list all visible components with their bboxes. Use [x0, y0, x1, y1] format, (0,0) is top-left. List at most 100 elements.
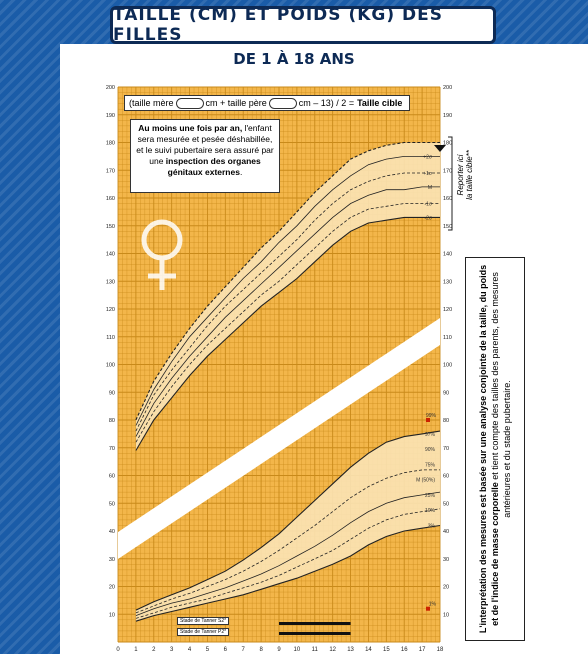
y-left-tick-label: 30 [109, 557, 115, 563]
y-left-tick-label: 120 [106, 307, 115, 313]
x-tick-label: 15 [383, 647, 390, 653]
y-left-tick-label: 70 [109, 446, 115, 452]
weight-percentile-label: 75% [425, 462, 436, 468]
marker-label: 99% [426, 413, 437, 419]
weight-percentile-label: M (50%) [416, 478, 435, 484]
left-blue-band [0, 0, 60, 654]
x-tick-label: 4 [188, 647, 192, 653]
y-left-tick-label: 190 [106, 113, 115, 119]
height-curve [135, 141, 440, 421]
y-left-tick-label: 50 [109, 501, 115, 507]
measurement-info-box: Au moins une fois par an, l'enfant sera … [130, 119, 280, 193]
y-right-tick-label: 110 [443, 335, 452, 341]
x-tick-label: 14 [365, 647, 372, 653]
height-curve [135, 155, 440, 426]
weight-curve [135, 430, 441, 611]
target-height-note: Reporter ici la taille cible** [445, 135, 485, 215]
y-left-tick-label: 130 [106, 279, 115, 285]
y-right-tick-label: 10 [443, 612, 449, 618]
y-right-tick-label: 20 [443, 585, 449, 591]
x-tick-label: 2 [152, 647, 156, 653]
height-sigma-label: +2σ [423, 154, 433, 160]
side-note-line-2: la taille cible** [465, 150, 474, 200]
separator-band [118, 318, 440, 559]
height-band [135, 142, 440, 451]
father-height-field[interactable] [268, 97, 297, 109]
height-sigma-label: +1σ [423, 171, 433, 177]
x-tick-label: 10 [294, 647, 301, 653]
stage-p2-bar [279, 632, 351, 635]
target-height-formula: (taille mère cm + taille père cm – 13) /… [124, 95, 410, 111]
y-right-tick-label: 190 [443, 113, 452, 119]
height-curve [135, 186, 440, 437]
y-right-tick-label: 120 [443, 307, 452, 313]
y-right-tick-label: 140 [443, 252, 452, 258]
height-sigma-label: -2σ [424, 215, 432, 221]
target-arrow [434, 145, 446, 152]
x-tick-label: 18 [437, 647, 444, 653]
title-banner: TAILLE (CM) ET POIDS (KG) DES FILLES [110, 5, 496, 45]
info-end: . [239, 167, 243, 177]
y-left-tick-label: 80 [109, 418, 115, 424]
x-tick-label: 11 [312, 647, 319, 653]
formula-part-1: (taille mère [129, 98, 174, 108]
info-lead: Au moins une fois par an, [138, 123, 243, 133]
y-left-tick-label: 10 [109, 612, 115, 618]
y-left-tick-label: 20 [109, 585, 115, 591]
y-left-tick-label: 110 [106, 335, 115, 341]
weight-percentile-label: 97% [425, 432, 436, 438]
y-left-tick-label: 170 [106, 168, 115, 174]
marker-point [426, 418, 430, 422]
info-text: l'enfant sera mesurée et pesée déshabill… [136, 123, 274, 166]
y-right-tick-label: 50 [443, 501, 449, 507]
page-subtitle: DE 1 À 18 ANS [233, 50, 355, 68]
y-left-tick-label: 200 [106, 85, 115, 91]
marker-label: 1% [429, 602, 437, 608]
formula-part-3: cm – 13) / 2 = [298, 98, 355, 108]
formula-part-2: cm + taille père [205, 98, 267, 108]
y-right-tick-label: 180 [443, 141, 452, 147]
y-right-tick-label: 100 [443, 363, 452, 369]
side-note-line-1: Reporter ici [456, 154, 465, 196]
x-tick-label: 9 [277, 647, 281, 653]
x-tick-label: 17 [419, 647, 426, 653]
x-tick-label: 5 [206, 647, 210, 653]
weight-curve [135, 491, 441, 616]
weight-percentile-label: 10% [425, 508, 436, 514]
y-right-tick-label: 170 [443, 168, 452, 174]
x-tick-label: 12 [329, 647, 336, 653]
x-tick-label: 6 [224, 647, 228, 653]
height-curve [135, 172, 440, 432]
y-left-tick-label: 180 [106, 141, 115, 147]
weight-curve [135, 469, 440, 614]
y-left-tick-label: 150 [106, 224, 115, 230]
venus-symbol [141, 219, 183, 290]
weight-percentile-label: 3% [428, 523, 436, 529]
weight-curve [135, 524, 441, 622]
x-tick-label: 7 [242, 647, 246, 653]
x-tick-label: 13 [347, 647, 354, 653]
weight-curve [135, 508, 441, 619]
y-left-tick-label: 160 [106, 196, 115, 202]
page-title: TAILLE (CM) ET POIDS (KG) DES FILLES [113, 5, 443, 45]
x-tick-label: 1 [134, 647, 138, 653]
y-right-tick-label: 70 [443, 446, 449, 452]
y-left-tick-label: 40 [109, 529, 115, 535]
y-right-tick-label: 130 [443, 279, 452, 285]
y-left-tick-label: 90 [109, 390, 115, 396]
y-left-tick-label: 100 [106, 363, 115, 369]
y-right-tick-label: 30 [443, 557, 449, 563]
y-right-tick-label: 80 [443, 418, 449, 424]
mother-height-field[interactable] [175, 97, 204, 109]
y-right-tick-label: 150 [443, 224, 452, 230]
y-right-tick-label: 90 [443, 390, 449, 396]
marker-point [426, 606, 430, 611]
x-tick-label: 3 [170, 647, 174, 653]
formula-target-label: Taille cible [357, 98, 403, 108]
x-tick-label: 8 [259, 647, 263, 653]
height-curve [135, 216, 440, 451]
stage-p2-label: Stade de Tanner P2* [177, 628, 230, 636]
y-right-tick-label: 160 [443, 196, 452, 202]
info-bold: inspection des organes génitaux externes [165, 156, 261, 177]
y-right-tick-label: 200 [443, 85, 452, 91]
